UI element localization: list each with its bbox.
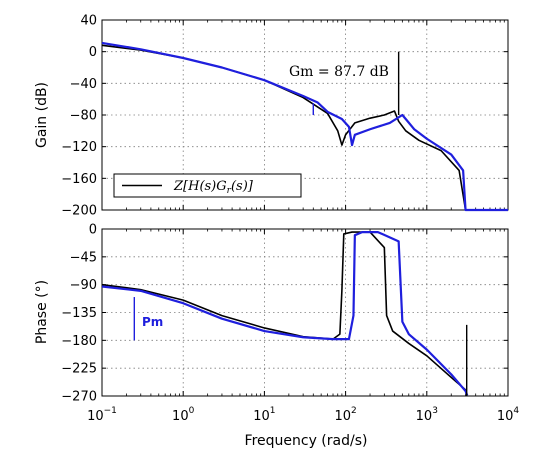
x-tick-labels: 10−1 100 101 102 103 104: [87, 406, 519, 424]
phase-y-tick-label: −135: [61, 306, 97, 321]
gain-y-tick-labels: 40 0 −40 −80 −120 −160 −200: [61, 14, 97, 219]
legend-box: [113, 173, 302, 198]
phase-y-tick-label: 0: [89, 223, 97, 238]
gain-margin-annotation: Gm = 87.7 dB: [289, 64, 389, 80]
phase-y-tick-labels: 0 −45 −90 −135 −180 −225 −270: [61, 223, 97, 405]
gain-y-tick-label: 0: [89, 45, 97, 60]
phase-y-tick-label: −90: [70, 278, 97, 293]
phase-series-black: [101, 231, 468, 396]
x-axis-label: Frequency (rad/s): [245, 433, 368, 449]
gain-series-blue: [101, 41, 508, 212]
gain-series: [101, 41, 508, 212]
gain-y-tick-label: −160: [61, 172, 97, 187]
x-tick-label: 104: [497, 406, 520, 424]
gain-y-tick-label: −120: [61, 140, 97, 155]
phase-series: [101, 230, 469, 396]
gain-axis-label: Gain (dB): [34, 82, 50, 148]
x-tick-label: 101: [253, 406, 275, 424]
gain-panel: 40 0 −40 −80 −120 −160 −200 Gain (dB) Gm = 87.…: [34, 14, 509, 219]
x-tick-label: 100: [172, 406, 195, 424]
x-tick-label: 103: [416, 406, 438, 424]
x-tick-label: 10−1: [87, 406, 117, 424]
gain-y-tick-label: −200: [61, 204, 97, 219]
phase-margin-annotation: Pm: [142, 315, 163, 329]
legend: Z[H(s)Gr(s)]: [113, 173, 302, 198]
phase-series-blue: [101, 230, 469, 396]
gain-y-tick-label: 40: [80, 14, 97, 29]
phase-y-tick-label: −225: [61, 362, 97, 377]
gain-y-tick-label: −40: [70, 77, 97, 92]
x-tick-label: 102: [334, 406, 356, 424]
phase-y-tick-label: −45: [70, 250, 97, 265]
phase-panel: 0 −45 −90 −135 −180 −225 −270 Phase (°) Pm: [34, 223, 509, 405]
gain-y-tick-label: −80: [70, 109, 97, 124]
phase-y-tick-label: −180: [61, 334, 97, 349]
phase-axis-label: Phase (°): [34, 280, 50, 344]
phase-y-tick-label: −270: [61, 390, 97, 405]
legend-label: Z[H(s)Gr(s)]: [173, 179, 254, 196]
